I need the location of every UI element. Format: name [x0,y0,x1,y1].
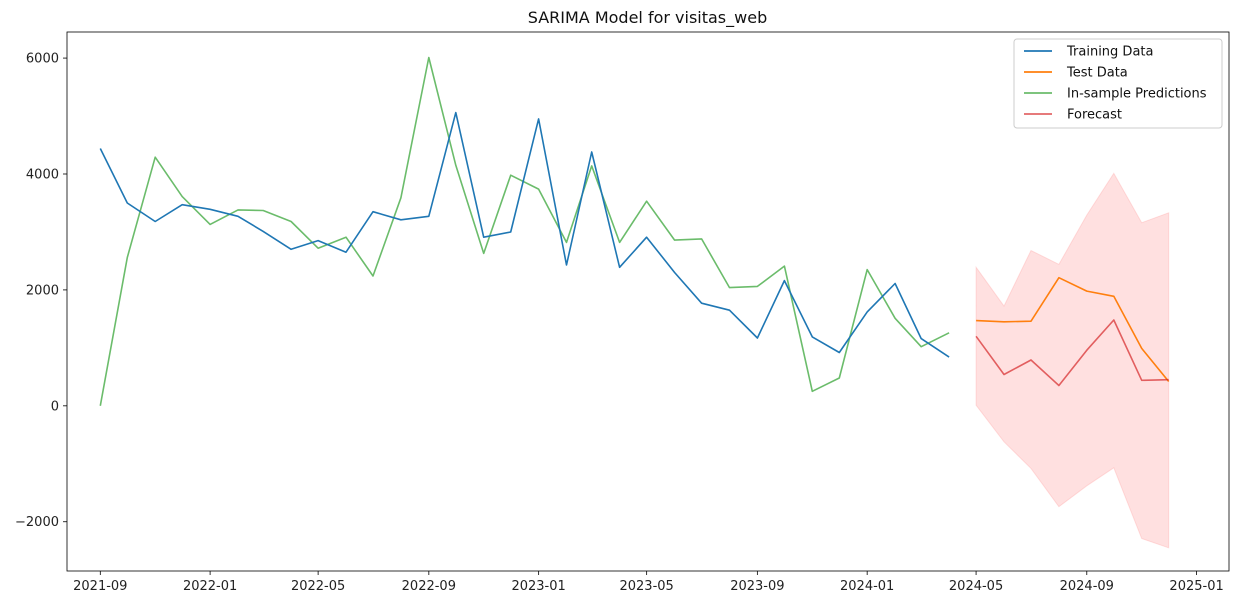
legend: Training Data Test Data In-sample Predicti… [1013,38,1223,129]
chart-title: SARIMA Model for visitas_web [528,8,767,28]
legend-frame [1013,38,1223,129]
y-tick-label: −2000 [15,515,59,530]
x-tick-label: 2022-01 [183,579,237,594]
x-tick-label: 2023-09 [730,579,784,594]
x-tick-label: 2025-01 [1169,579,1223,594]
confidence-band-layer [975,172,1170,549]
forecast-confidence-band [975,172,1170,549]
x-tick-label: 2024-01 [840,579,894,594]
x-tick-label: 2023-01 [511,579,565,594]
series-line-forecast [975,319,1169,387]
series-line-in-sample-predictions [99,56,950,406]
x-tick-label: 2023-05 [619,579,673,594]
series-line-test-data [976,276,1170,383]
y-tick-label: 6000 [26,52,59,67]
y-tick-label: 0 [51,399,59,414]
x-tick-label: 2024-05 [949,579,1003,594]
x-tick-label: 2022-05 [291,579,345,594]
axis-layer: 2021-09 2022-01 2022-05 2022-09 2023-01 2023-… [15,52,1224,594]
y-tick-label: 4000 [26,167,59,182]
x-tick-label: 2021-09 [73,579,127,594]
plot-frame [66,31,1230,572]
x-tick-label: 2022-09 [402,579,456,594]
legend-label-training-data: Training Data [1066,45,1153,60]
legend-label-test-data: Test Data [1066,66,1128,81]
series-line-training-data [99,111,950,358]
legend-label-forecast: Forecast [1067,108,1122,123]
x-tick-label: 2024-09 [1060,579,1114,594]
series-layer [99,56,1170,406]
legend-label-in-sample-predictions: In-sample Predictions [1067,87,1207,102]
y-tick-label: 2000 [26,283,59,298]
